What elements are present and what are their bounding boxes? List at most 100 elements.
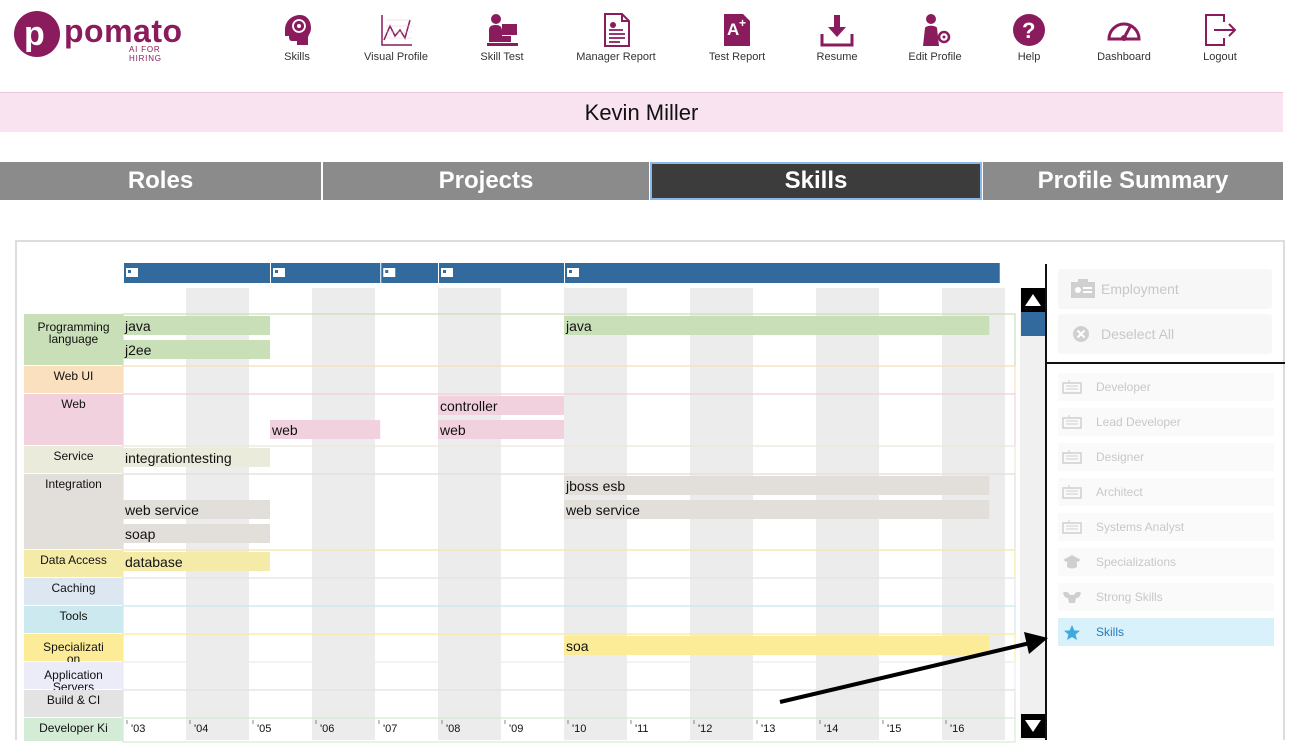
keyboard-icon [1062, 520, 1082, 534]
tab-roles[interactable]: Roles [0, 162, 321, 200]
sidebar-item-developer[interactable]: Developer [1058, 373, 1274, 401]
tab-profile-summary[interactable]: Profile Summary [983, 162, 1283, 200]
scroll-thumb[interactable] [1021, 312, 1045, 336]
sidebar-item-skills[interactable]: Skills [1058, 618, 1274, 646]
skill-bar [438, 396, 564, 415]
skill-bar [438, 420, 564, 439]
skill-bar-label: controller [440, 398, 498, 414]
nav-help-label: Help [1017, 51, 1041, 63]
nav-manager-report[interactable]: Manager Report [566, 12, 666, 63]
sidebar-item-lead-developer[interactable]: Lead Developer [1058, 408, 1274, 436]
id-card-icon [1071, 279, 1095, 298]
sidebar-item-label: Strong Skills [1096, 590, 1163, 604]
year-tick-label: '14 [824, 723, 838, 735]
logout-icon [1205, 14, 1237, 46]
scroll-down-button[interactable] [1021, 714, 1045, 738]
category-label-cell [24, 578, 123, 605]
category-label: Web [61, 397, 86, 411]
svg-text:A: A [727, 20, 739, 39]
gauge-icon [1107, 22, 1141, 41]
category-row-border [122, 717, 1016, 743]
id-card-icon-detail [385, 270, 389, 273]
nav-edit-profile[interactable]: Edit Profile [885, 12, 985, 63]
employment-separator [564, 263, 565, 283]
skill-bar [123, 316, 270, 335]
year-tick-label: '04 [194, 723, 208, 735]
nav-skills-label: Skills [284, 51, 310, 63]
tab-projects[interactable]: Projects [323, 162, 649, 200]
skill-bar [270, 420, 381, 439]
year-tick-label: '12 [698, 723, 712, 735]
svg-text:+: + [739, 16, 746, 30]
person-laptop-icon [487, 14, 518, 46]
year-stripe [312, 288, 375, 740]
keyboard-icon [1062, 380, 1082, 394]
sidebar-item-label: Specializations [1096, 555, 1177, 569]
skill-bar [564, 500, 990, 519]
category-label-cell [24, 314, 123, 365]
employment-button[interactable]: Employment [1058, 269, 1272, 309]
triangle-down-icon [1025, 720, 1041, 732]
document-icon [604, 13, 630, 47]
skill-bar [123, 340, 270, 359]
sidebar-item-designer[interactable]: Designer [1058, 443, 1274, 471]
employment-bar [123, 263, 1000, 283]
nav-skills[interactable]: Skills [247, 12, 347, 63]
sidebar-item-specializations[interactable]: Specializations [1058, 548, 1274, 576]
sidebar-item-label: Designer [1096, 450, 1145, 464]
candidate-name: Kevin Miller [584, 100, 699, 125]
skill-bar [123, 500, 270, 519]
sidebar-item-label: Systems Analyst [1096, 520, 1185, 534]
year-tick-label: '13 [761, 723, 775, 735]
deselect-all-button[interactable]: Deselect All [1058, 314, 1272, 354]
skill-bar [564, 636, 990, 655]
pomato-logo[interactable]: p pomato AI FOR HIRING [14, 11, 194, 63]
category-label: Build & CI [47, 693, 100, 707]
skill-bar [123, 524, 270, 543]
nav-help[interactable]: ? Help [979, 12, 1079, 63]
category-label-cell [24, 366, 123, 393]
id-card-icon [441, 268, 453, 277]
keyboard-icon [1062, 450, 1082, 464]
head-icon [285, 15, 311, 45]
year-tick-label: '07 [383, 723, 397, 735]
year-tick-label: '03 [131, 723, 145, 735]
nav-visual-profile[interactable]: Visual Profile [346, 12, 446, 63]
sidebar-item-systems-analyst[interactable]: Systems Analyst [1058, 513, 1274, 541]
id-card-icon [567, 268, 579, 277]
skill-bar-label: database [125, 554, 183, 570]
nav-dashboard[interactable]: Dashboard [1074, 12, 1174, 63]
nav-logout[interactable]: Logout [1170, 12, 1270, 63]
muscle-icon [1063, 591, 1081, 603]
sidebar-item-architect[interactable]: Architect [1058, 478, 1274, 506]
category-label: Developer Ki [39, 721, 108, 735]
skill-bar [123, 552, 270, 571]
category-label: Application [44, 668, 103, 682]
nav-resume-label: Resume [816, 51, 858, 63]
timeline-scroll-track[interactable] [1020, 288, 1046, 740]
nav-skill-test[interactable]: Skill Test [452, 12, 552, 63]
skill-bar-label: java [124, 318, 151, 334]
sidebar-item-label: Lead Developer [1096, 415, 1181, 429]
skill-bar-label: java [565, 318, 592, 334]
deselect-all-button-label: Deselect All [1101, 326, 1175, 342]
tab-skills[interactable]: Skills [650, 162, 982, 200]
year-stripe [438, 288, 501, 740]
nav-resume[interactable]: Resume [787, 12, 887, 63]
sidebar-item-label: Architect [1096, 485, 1143, 499]
category-label-cell [24, 446, 123, 473]
logo-mark-icon: p [14, 11, 60, 57]
logo-tagline: AI FOR HIRING [129, 45, 162, 63]
star-icon [1064, 625, 1080, 640]
category-label-cell [24, 550, 123, 577]
keyboard-icon [1062, 485, 1082, 499]
scroll-up-button[interactable] [1021, 288, 1045, 312]
category-label-cell [24, 690, 123, 717]
category-label: Data Access [40, 553, 107, 567]
person-gear-icon [923, 14, 951, 46]
nav-test-report[interactable]: A + Test Report [687, 12, 787, 63]
sidebar-item-strong-skills[interactable]: Strong Skills [1058, 583, 1274, 611]
category-label-cell [24, 394, 123, 445]
employment-separator [123, 263, 124, 283]
keyboard-icon [1062, 415, 1082, 429]
